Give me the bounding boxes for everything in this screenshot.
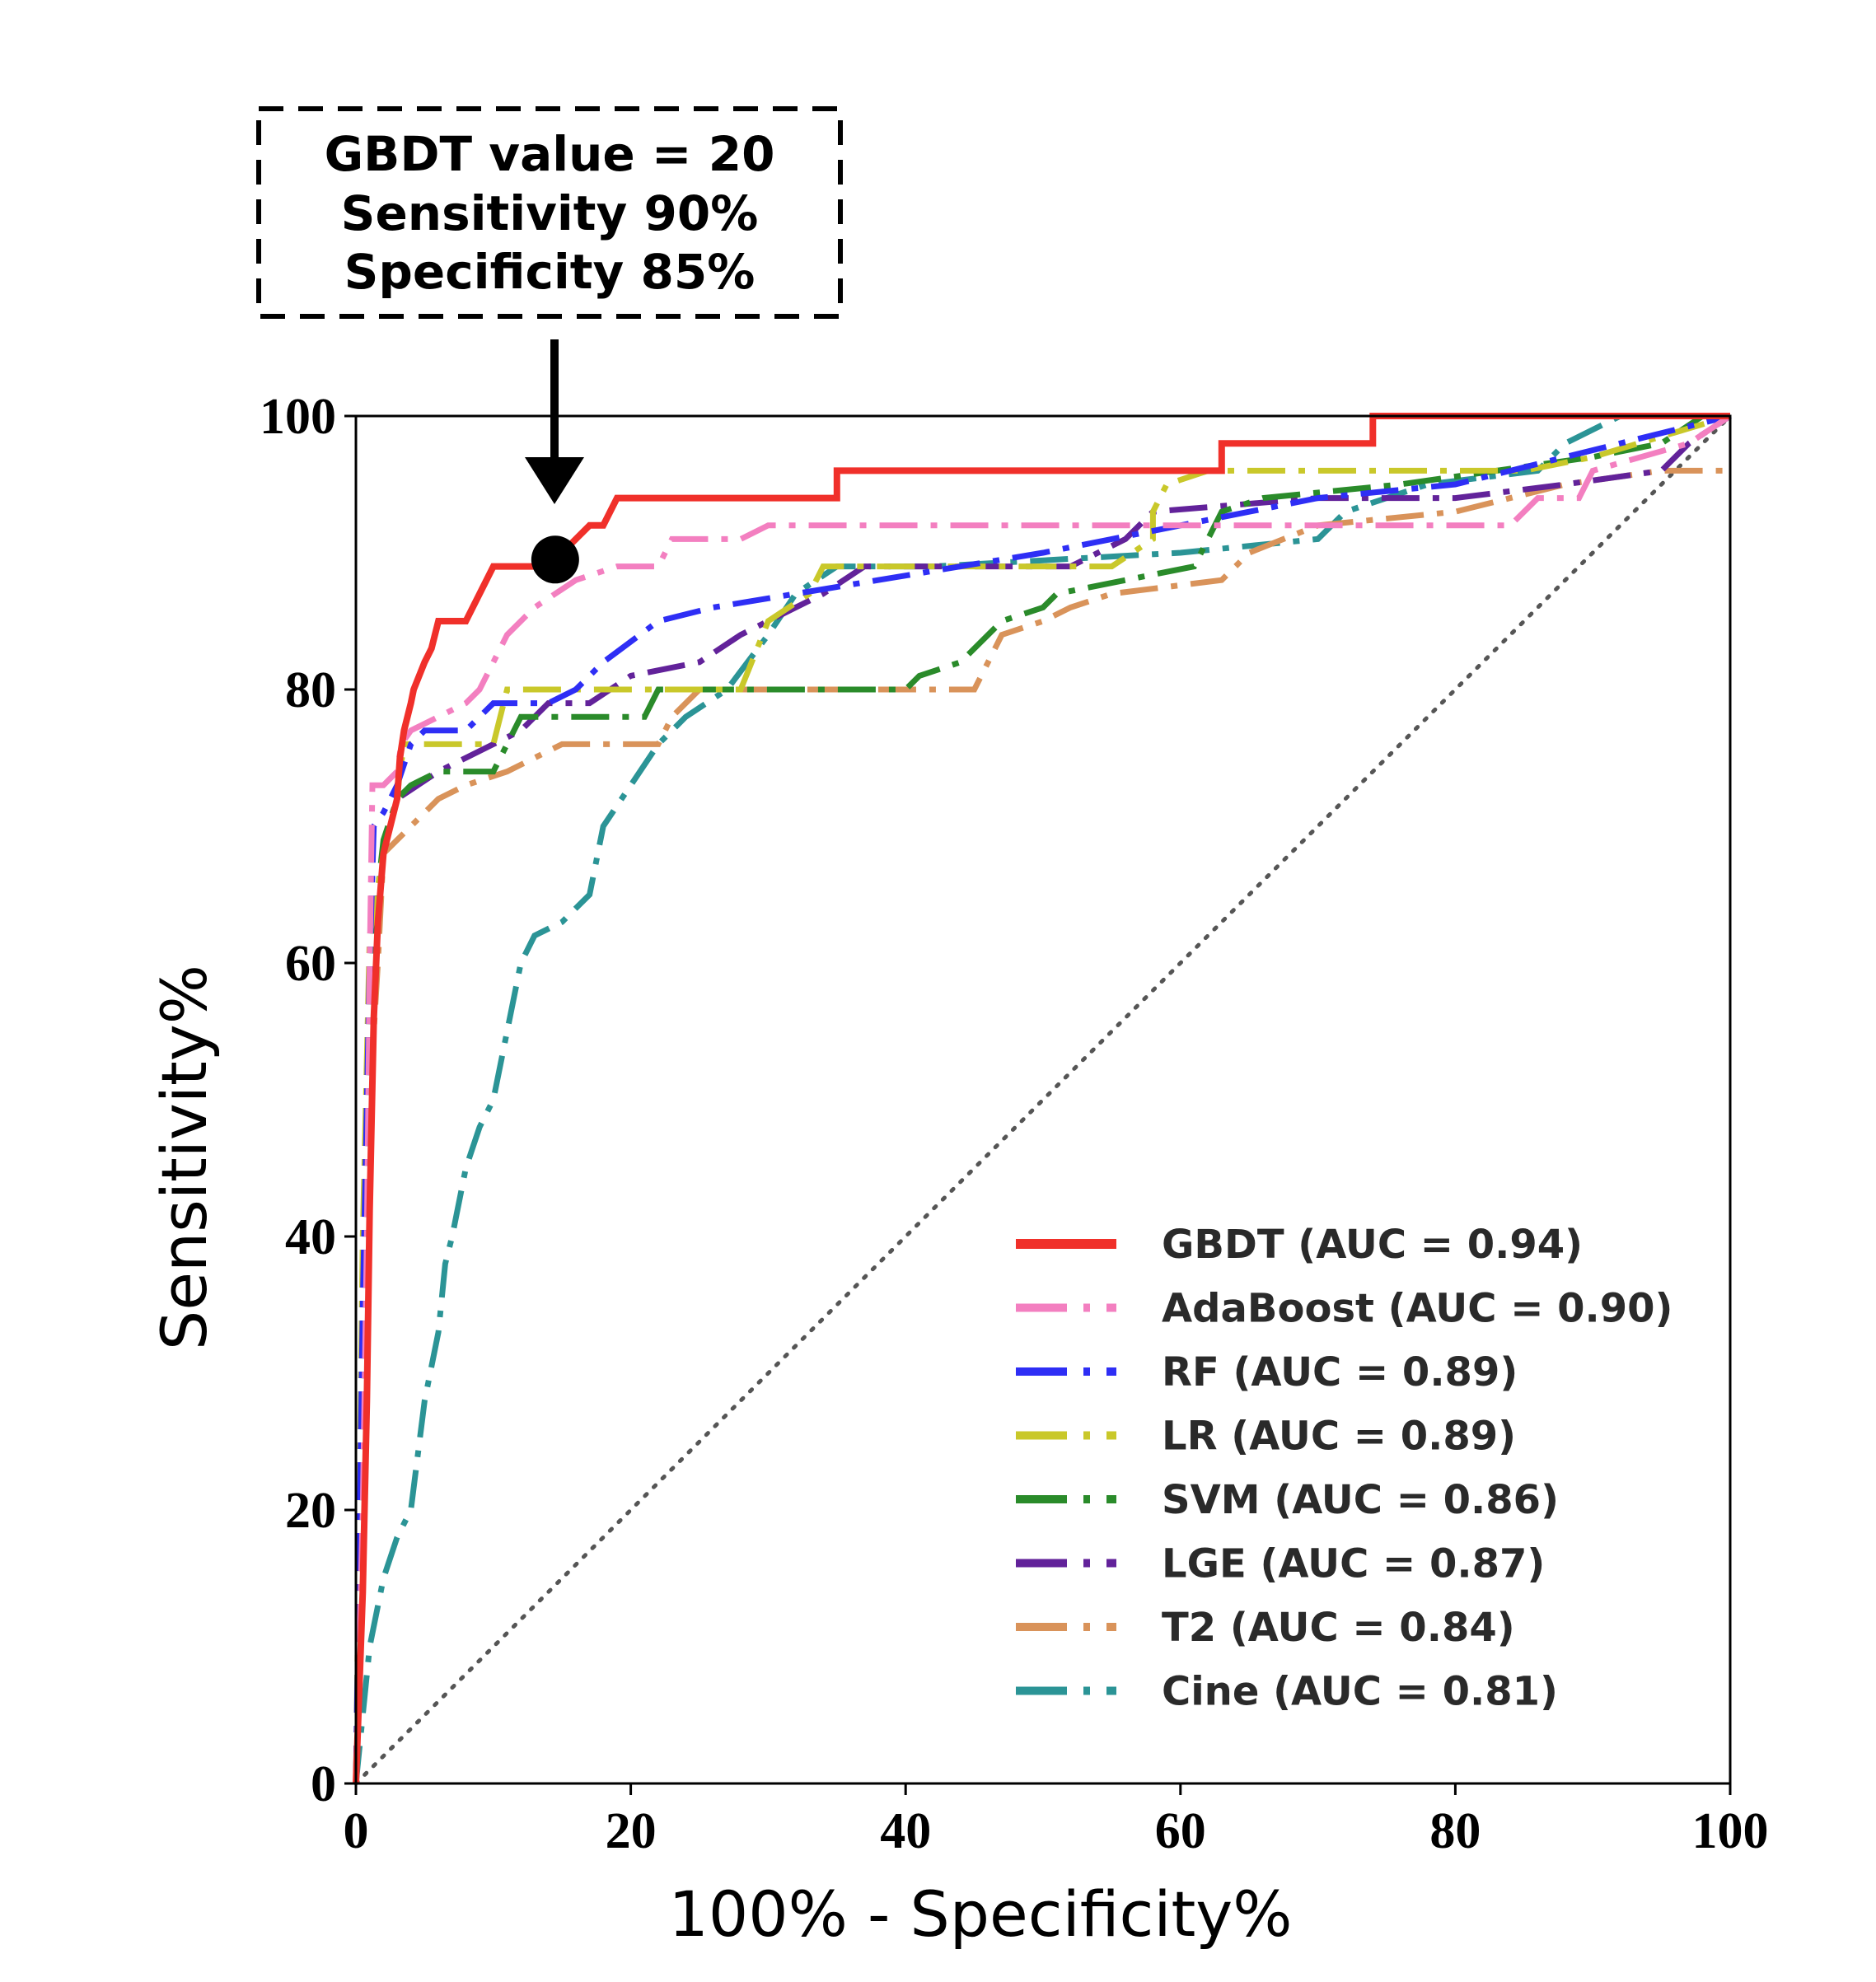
x-tick-label-0: 0: [344, 1803, 369, 1859]
annotation-box: [256, 106, 843, 319]
x-tick-label-2: 40: [880, 1803, 931, 1859]
y-axis-title: Sensitivity%: [147, 965, 221, 1350]
y-tick-label-4: 80: [285, 662, 336, 718]
series-line-1: [353, 414, 1732, 1784]
annotation-line-3: Specificity 85%: [344, 244, 756, 300]
series-line-0: [353, 413, 1730, 1784]
plot-frame: [354, 414, 1732, 1785]
legend-label-0: GBDT (AUC = 0.94): [1162, 1222, 1583, 1268]
x-tick-label-3: 60: [1155, 1803, 1206, 1859]
y-tick-label-3: 60: [285, 936, 336, 992]
y-tick-label-5: 100: [260, 389, 336, 445]
legend-label-6: T2 (AUC = 0.84): [1162, 1605, 1515, 1651]
annotation: GBDT value = 20 Sensitivity 90% Specific…: [256, 106, 843, 504]
x-axis-title: 100% - Specificity%: [669, 1877, 1293, 1951]
annotation-arrow-head: [525, 457, 584, 504]
legend-label-5: LGE (AUC = 0.87): [1162, 1541, 1545, 1587]
annotation-line-1: GBDT value = 20: [325, 126, 775, 182]
annotation-point-marker: [531, 535, 579, 584]
plot-area: [353, 413, 1733, 1786]
legend: GBDT (AUC = 0.94) AdaBoost (AUC = 0.90) RF…: [1016, 1222, 1672, 1715]
x-tick-label-1: 20: [606, 1803, 657, 1859]
legend-label-3: LR (AUC = 0.89): [1162, 1414, 1516, 1460]
y-tick-label-2: 40: [285, 1209, 336, 1265]
series-line-7: [353, 413, 1730, 1784]
legend-label-7: Cine (AUC = 0.81): [1162, 1669, 1558, 1715]
annotation-line-2: Sensitivity 90%: [341, 185, 759, 241]
legend-label-2: RF (AUC = 0.89): [1162, 1349, 1518, 1395]
legend-label-4: SVM (AUC = 0.86): [1162, 1477, 1559, 1523]
reference-diagonal-line: [353, 414, 1733, 1786]
y-tick-label-0: 0: [311, 1756, 336, 1812]
series-line-2: [353, 413, 1731, 1784]
series-line-4: [353, 413, 1730, 1784]
x-tick-label-4: 80: [1429, 1803, 1481, 1859]
x-tick-label-5: 100: [1692, 1803, 1769, 1859]
axis-ticks: 0 20 40 60 80 100 0 20 40 60 80 100: [260, 389, 1769, 1859]
legend-label-1: AdaBoost (AUC = 0.90): [1162, 1286, 1672, 1332]
y-tick-label-1: 20: [285, 1483, 336, 1539]
